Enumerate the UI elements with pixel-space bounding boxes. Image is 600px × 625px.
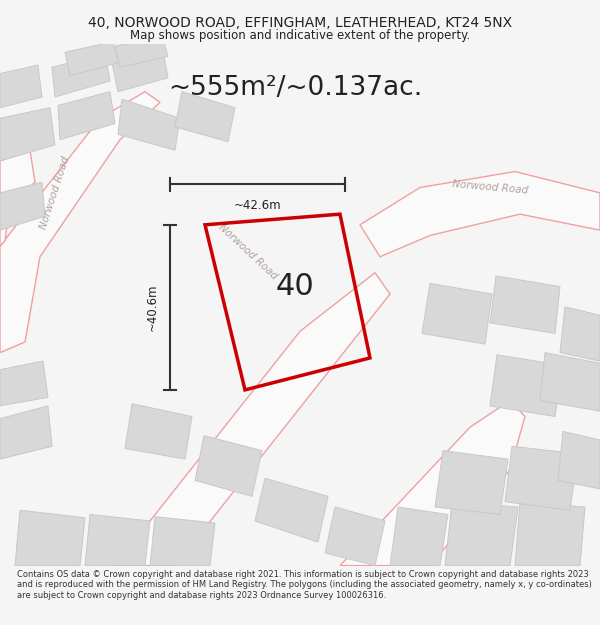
Text: 40, NORWOOD ROAD, EFFINGHAM, LEATHERHEAD, KT24 5NX: 40, NORWOOD ROAD, EFFINGHAM, LEATHERHEAD… bbox=[88, 16, 512, 29]
Polygon shape bbox=[505, 446, 578, 510]
Text: Norwood Road: Norwood Road bbox=[38, 155, 71, 231]
Polygon shape bbox=[490, 276, 560, 334]
Polygon shape bbox=[150, 517, 215, 566]
Polygon shape bbox=[58, 92, 115, 139]
Polygon shape bbox=[125, 404, 192, 459]
Polygon shape bbox=[195, 436, 262, 496]
Polygon shape bbox=[445, 502, 518, 566]
Polygon shape bbox=[118, 99, 180, 150]
Text: ~40.6m: ~40.6m bbox=[146, 284, 158, 331]
Text: Norwood Road: Norwood Road bbox=[452, 179, 529, 196]
Polygon shape bbox=[515, 502, 585, 566]
Polygon shape bbox=[110, 272, 390, 566]
Polygon shape bbox=[560, 307, 600, 361]
Polygon shape bbox=[0, 65, 42, 108]
Text: Map shows position and indicative extent of the property.: Map shows position and indicative extent… bbox=[130, 29, 470, 42]
Text: ~555m²/~0.137ac.: ~555m²/~0.137ac. bbox=[168, 76, 422, 101]
Polygon shape bbox=[175, 92, 235, 142]
Polygon shape bbox=[390, 507, 448, 566]
Text: 40: 40 bbox=[275, 271, 314, 301]
Polygon shape bbox=[115, 38, 168, 67]
Polygon shape bbox=[0, 107, 55, 161]
Polygon shape bbox=[112, 51, 168, 92]
Polygon shape bbox=[0, 92, 160, 352]
Polygon shape bbox=[435, 451, 508, 514]
Polygon shape bbox=[360, 171, 600, 257]
Text: Contains OS data © Crown copyright and database right 2021. This information is : Contains OS data © Crown copyright and d… bbox=[17, 570, 592, 600]
Polygon shape bbox=[540, 352, 600, 411]
Polygon shape bbox=[255, 478, 328, 542]
Text: Norwood Road: Norwood Road bbox=[217, 222, 279, 281]
Polygon shape bbox=[65, 42, 118, 76]
Polygon shape bbox=[85, 514, 150, 566]
Polygon shape bbox=[0, 150, 35, 246]
Polygon shape bbox=[0, 361, 48, 406]
Polygon shape bbox=[0, 182, 45, 230]
Polygon shape bbox=[340, 401, 525, 566]
Polygon shape bbox=[52, 54, 110, 97]
Polygon shape bbox=[15, 510, 85, 566]
Polygon shape bbox=[422, 283, 492, 344]
Text: ~42.6m: ~42.6m bbox=[233, 199, 281, 212]
Polygon shape bbox=[325, 507, 385, 566]
Polygon shape bbox=[558, 431, 600, 489]
Polygon shape bbox=[490, 355, 562, 416]
Polygon shape bbox=[0, 406, 52, 459]
